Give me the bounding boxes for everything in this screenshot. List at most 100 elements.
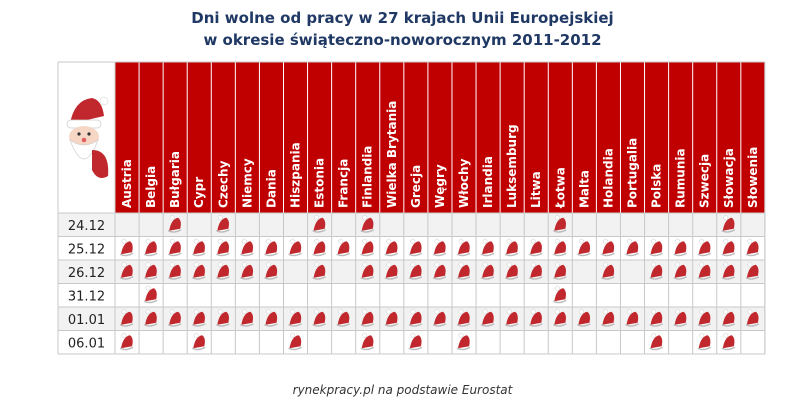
- holiday-marker-icon: [577, 309, 591, 327]
- holiday-marker-icon: [504, 262, 519, 280]
- holiday-marker-icon: [745, 238, 760, 257]
- country-label: Luksemburg: [505, 124, 519, 208]
- holiday-marker-icon: [552, 309, 567, 327]
- header-cell: [500, 62, 524, 213]
- country-label: Malta: [577, 170, 591, 208]
- holiday-marker-icon: [408, 309, 423, 327]
- date-label: 06.01: [68, 336, 105, 351]
- country-label: Polska: [650, 164, 664, 208]
- holiday-marker-icon: [119, 309, 134, 327]
- holiday-marker-icon: [191, 309, 206, 327]
- holiday-marker-icon: [697, 238, 712, 257]
- holiday-marker-icon: [552, 215, 567, 233]
- holiday-marker-icon: [312, 215, 326, 233]
- holiday-marker-icon: [697, 309, 712, 327]
- header-cell: [259, 62, 283, 213]
- holiday-marker-icon: [119, 238, 134, 257]
- header-cell: [404, 62, 428, 213]
- holiday-marker-icon: [673, 238, 687, 257]
- holiday-marker-icon: [312, 238, 326, 257]
- holiday-marker-icon: [360, 262, 375, 280]
- holiday-marker-icon: [336, 309, 351, 327]
- holiday-marker-icon: [625, 238, 639, 257]
- holiday-marker-icon: [264, 262, 278, 280]
- holiday-marker-icon: [552, 285, 567, 304]
- holiday-marker-icon: [384, 309, 399, 327]
- holiday-marker-icon: [216, 215, 230, 233]
- holiday-marker-icon: [143, 262, 158, 280]
- holiday-marker-icon: [504, 238, 519, 257]
- country-label: Węgry: [433, 164, 447, 208]
- holiday-marker-icon: [288, 332, 302, 351]
- header-cell: [669, 62, 693, 213]
- holiday-table: Austria Belgia Bułgaria Cypr Czechy Niemcy Dan…: [57, 61, 766, 355]
- row-band: [58, 213, 765, 237]
- header-cell: [356, 62, 380, 213]
- holiday-marker-icon: [432, 262, 447, 280]
- holiday-marker-icon: [721, 332, 736, 351]
- country-label: Słowenia: [746, 147, 760, 208]
- header-cell: [428, 62, 452, 213]
- holiday-marker-icon: [264, 238, 278, 257]
- holiday-marker-icon: [649, 262, 663, 280]
- holiday-marker-icon: [384, 238, 399, 257]
- holiday-marker-icon: [673, 262, 687, 280]
- country-label: Portugalia: [626, 138, 640, 208]
- header-cell: [548, 62, 572, 213]
- holiday-marker-icon: [191, 262, 206, 280]
- date-label: 26.12: [68, 266, 105, 281]
- country-label: Litwa: [529, 171, 543, 208]
- country-label: Irlandia: [481, 156, 495, 208]
- country-label: Hiszpania: [289, 142, 303, 208]
- holiday-marker-icon: [360, 215, 375, 233]
- country-label: Rumunia: [674, 148, 688, 208]
- holiday-marker-icon: [408, 262, 423, 280]
- holiday-marker-icon: [432, 238, 447, 257]
- header-cell: [283, 62, 308, 213]
- country-label: Holandia: [601, 148, 615, 208]
- date-label: 01.01: [68, 313, 105, 328]
- holiday-marker-icon: [552, 262, 567, 280]
- header-cell: [620, 62, 645, 213]
- header-cell: [741, 62, 765, 213]
- holiday-marker-icon: [143, 238, 158, 257]
- header-cell: [596, 62, 620, 213]
- holiday-marker-icon: [601, 238, 615, 257]
- country-label: Cypr: [192, 177, 206, 208]
- country-label: Szwecja: [698, 154, 712, 208]
- holiday-marker-icon: [191, 332, 206, 351]
- country-label: Belgia: [144, 166, 158, 208]
- date-label: 24.12: [68, 219, 105, 234]
- holiday-marker-icon: [240, 262, 254, 280]
- holiday-marker-icon: [480, 309, 495, 327]
- holiday-marker-icon: [167, 215, 182, 233]
- holiday-marker-icon: [721, 215, 736, 233]
- country-label: Niemcy: [240, 158, 254, 208]
- header-cell: [332, 62, 356, 213]
- holiday-marker-icon: [745, 262, 760, 280]
- holiday-marker-icon: [432, 309, 447, 327]
- holiday-marker-icon: [601, 262, 615, 280]
- holiday-marker-icon: [480, 238, 495, 257]
- holiday-marker-icon: [504, 309, 519, 327]
- country-label: Łotwa: [553, 167, 567, 209]
- header-cell: [308, 62, 332, 213]
- holiday-marker-icon: [649, 332, 663, 351]
- holiday-marker-icon: [143, 285, 158, 304]
- header-cell: [524, 62, 548, 213]
- holiday-marker-icon: [528, 238, 543, 257]
- holiday-marker-icon: [191, 238, 206, 257]
- holiday-marker-icon: [336, 238, 351, 257]
- holiday-marker-icon: [480, 262, 495, 280]
- holiday-marker-icon: [745, 309, 760, 327]
- holiday-marker-icon: [119, 262, 134, 280]
- header-cell: [187, 62, 211, 213]
- holiday-marker-icon: [240, 309, 254, 327]
- holiday-marker-icon: [456, 332, 471, 351]
- holiday-marker-icon: [649, 309, 663, 327]
- holiday-marker-icon: [721, 238, 736, 257]
- country-label: Francja: [337, 159, 351, 208]
- header-cell: [380, 62, 404, 213]
- holiday-marker-icon: [601, 309, 615, 327]
- header-cell: [645, 62, 669, 213]
